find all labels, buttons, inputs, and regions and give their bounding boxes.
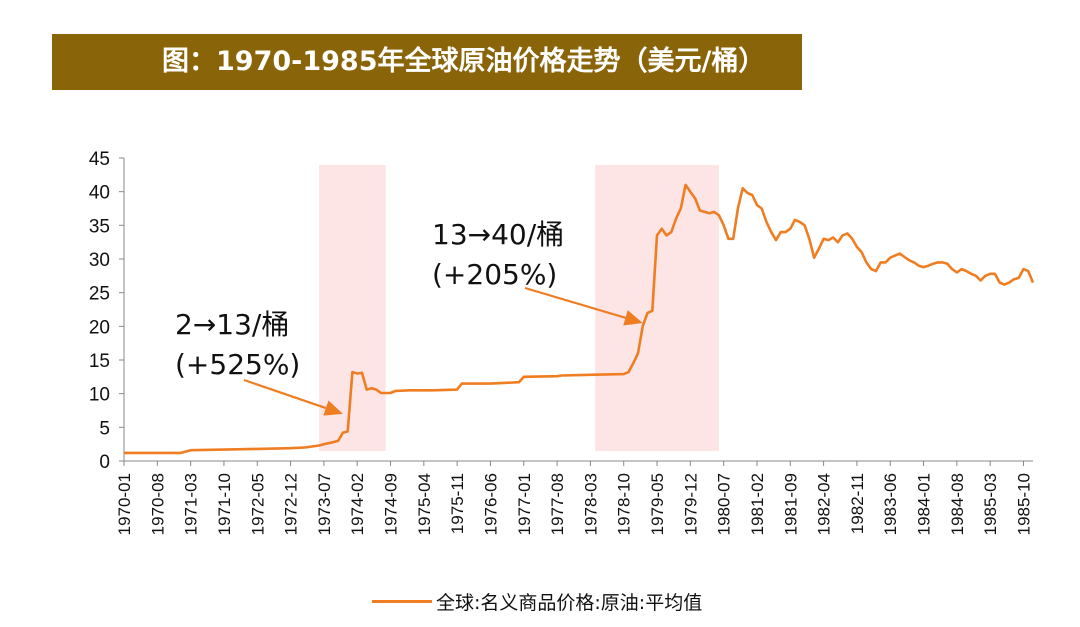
x-tick-label: 1974-02 xyxy=(348,473,367,535)
annotation-1-line-2: (+525%) xyxy=(175,348,300,381)
x-tick-label: 1985-03 xyxy=(981,473,1000,535)
x-tick-label: 1981-02 xyxy=(748,473,767,535)
y-tick-label: 30 xyxy=(89,250,110,271)
x-tick-label: 1979-05 xyxy=(648,473,667,535)
x-tick-label: 1971-10 xyxy=(215,473,234,535)
annotation-1-line-1: 2→13/桶 xyxy=(175,308,289,341)
series-line-1 xyxy=(124,183,1035,455)
x-tick-label: 1978-03 xyxy=(581,473,600,535)
legend-label: 全球:名义商品价格:原油:平均值 xyxy=(436,592,703,614)
x-tick-label: 1972-12 xyxy=(282,473,301,535)
annotation-2-arrowhead xyxy=(623,310,643,326)
y-tick-label: 5 xyxy=(99,418,110,439)
chart-title: 图：1970-1985年全球原油价格走势（美元/桶） xyxy=(162,46,766,77)
x-tick-label: 1977-08 xyxy=(548,473,567,535)
x-tick-label: 1973-07 xyxy=(315,473,334,535)
x-tick-label: 1980-07 xyxy=(715,473,734,535)
x-tick-label: 1971-03 xyxy=(182,473,201,535)
chart-legend: 全球:名义商品价格:原油:平均值 xyxy=(372,588,702,615)
x-tick-label: 1979-12 xyxy=(681,473,700,535)
x-tick-label: 1978-10 xyxy=(615,473,634,535)
x-tick-label: 1982-04 xyxy=(815,473,834,535)
annotation-2-arrow-shaft xyxy=(524,286,626,319)
title-banner: 图：1970-1985年全球原油价格走势（美元/桶） xyxy=(52,34,802,90)
y-tick-label: 20 xyxy=(89,317,110,338)
y-tick-label: 40 xyxy=(89,183,110,204)
x-tick-label: 1984-08 xyxy=(948,473,967,535)
x-tick-label: 1972-05 xyxy=(248,473,267,535)
y-tick-label: 0 xyxy=(99,452,110,473)
x-tick-label: 1977-01 xyxy=(515,473,534,535)
y-tick-label: 15 xyxy=(89,351,110,372)
x-tick-label: 1982-11 xyxy=(848,473,867,534)
legend-line-swatch xyxy=(372,600,432,603)
y-tick-label: 35 xyxy=(89,216,110,237)
annotation-2-line-1: 13→40/桶 xyxy=(432,218,564,251)
y-tick-label: 45 xyxy=(89,149,110,170)
y-tick-label: 25 xyxy=(89,284,110,305)
x-tick-label: 1970-01 xyxy=(115,473,134,535)
x-tick-label: 1985-10 xyxy=(1014,473,1033,535)
x-tick-label: 1970-08 xyxy=(148,473,167,535)
annotation-1-arrow-shaft xyxy=(243,378,327,410)
annotation-2-line-2: (+205%) xyxy=(432,258,557,291)
x-tick-label: 1984-01 xyxy=(915,473,934,535)
x-tick-label: 1975-04 xyxy=(415,473,434,535)
annotation-1-arrowhead xyxy=(323,400,343,416)
x-tick-label: 1974-09 xyxy=(382,473,401,535)
y-tick-label: 10 xyxy=(89,385,110,406)
x-tick-label: 1975-11 xyxy=(448,473,467,534)
x-tick-label: 1983-06 xyxy=(881,473,900,535)
shaded-period-2 xyxy=(595,165,719,451)
x-tick-label: 1976-06 xyxy=(481,473,500,535)
x-tick-label: 1981-09 xyxy=(781,473,800,535)
